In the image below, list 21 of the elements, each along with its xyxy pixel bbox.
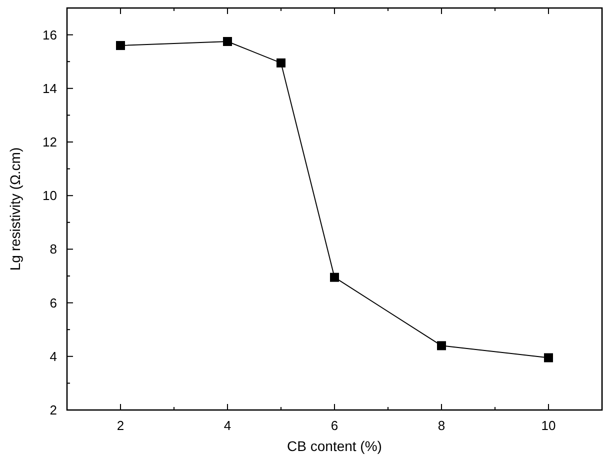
- point: [116, 41, 125, 50]
- y-tick-label: 10: [42, 188, 57, 204]
- x-tick-label: 4: [224, 418, 232, 433]
- y-tick-label: 16: [42, 27, 57, 42]
- x-tick-label: 8: [438, 418, 446, 433]
- y-tick-label: 12: [42, 134, 57, 150]
- point: [544, 353, 553, 362]
- x-tick-label: 10: [541, 418, 556, 433]
- x-tick-label: 2: [116, 418, 124, 433]
- point: [330, 272, 339, 282]
- y-tick-label: 6: [50, 295, 57, 310]
- y-axis-title: Lg resistivity (Ω.cm): [7, 147, 23, 271]
- point: [276, 58, 286, 68]
- y-tick-label: 8: [50, 242, 57, 257]
- y-tick-label: 4: [50, 348, 57, 364]
- point: [437, 341, 446, 350]
- y-tick-label: 2: [50, 402, 57, 418]
- y-tick-label: 14: [42, 80, 57, 96]
- point: [223, 37, 232, 46]
- x-tick-label: 6: [330, 418, 338, 433]
- x-axis-title: CB content (%): [287, 438, 382, 454]
